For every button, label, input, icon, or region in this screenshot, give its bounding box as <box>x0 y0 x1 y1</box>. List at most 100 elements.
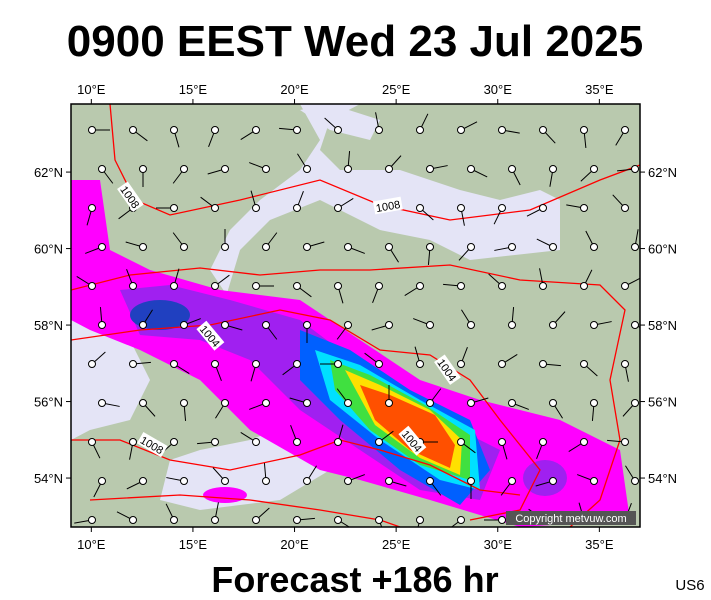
station <box>211 126 219 134</box>
station <box>385 399 393 407</box>
station <box>590 165 598 173</box>
station <box>129 516 137 524</box>
station <box>334 438 342 446</box>
station <box>129 360 137 368</box>
x-tick-label: 25°E <box>382 82 411 97</box>
station <box>221 399 229 407</box>
y-tick-label: 58°N <box>34 318 63 333</box>
station <box>426 243 434 251</box>
isobar-label-bg <box>136 431 168 458</box>
station <box>508 399 516 407</box>
station <box>375 282 383 290</box>
station <box>416 516 424 524</box>
station <box>467 477 475 485</box>
station <box>170 126 178 134</box>
station <box>344 243 352 251</box>
station <box>539 126 547 134</box>
station <box>303 399 311 407</box>
station <box>88 360 96 368</box>
station <box>508 477 516 485</box>
station <box>129 282 137 290</box>
station <box>334 516 342 524</box>
x-tick-label: 35°E <box>585 82 614 97</box>
x-tick-label: 15°E <box>179 537 208 552</box>
station <box>457 126 465 134</box>
station <box>375 438 383 446</box>
station <box>385 165 393 173</box>
station <box>631 243 639 251</box>
station <box>252 516 260 524</box>
station <box>211 282 219 290</box>
station <box>334 204 342 212</box>
station <box>631 477 639 485</box>
station <box>580 438 588 446</box>
station <box>98 477 106 485</box>
station <box>498 282 506 290</box>
isobar-label-bg <box>372 196 403 215</box>
station <box>549 477 557 485</box>
station <box>539 282 547 290</box>
station <box>211 438 219 446</box>
copyright: Copyright metvuw.com <box>515 513 626 525</box>
station <box>221 165 229 173</box>
station <box>303 165 311 173</box>
station <box>88 204 96 212</box>
station <box>631 399 639 407</box>
station <box>98 243 106 251</box>
station <box>262 243 270 251</box>
station <box>580 282 588 290</box>
station <box>457 516 465 524</box>
title: 0900 EEST Wed 23 Jul 2025 <box>67 17 643 66</box>
station <box>129 126 137 134</box>
isobar-label-bg <box>398 425 427 456</box>
isobar-label-bg <box>434 354 461 385</box>
station <box>498 126 506 134</box>
station <box>549 243 557 251</box>
station <box>385 243 393 251</box>
station <box>375 516 383 524</box>
station <box>621 438 629 446</box>
station <box>590 399 598 407</box>
station <box>293 516 301 524</box>
station <box>334 360 342 368</box>
copyright-box <box>506 511 636 525</box>
x-tick-label: 25°E <box>382 537 411 552</box>
station <box>88 126 96 134</box>
station <box>580 126 588 134</box>
station <box>303 243 311 251</box>
station <box>344 399 352 407</box>
station <box>385 477 393 485</box>
station <box>549 399 557 407</box>
station <box>88 438 96 446</box>
x-tick-label: 10°E <box>77 82 106 97</box>
station <box>508 243 516 251</box>
y-tick-label: 60°N <box>34 242 63 257</box>
station <box>344 477 352 485</box>
station <box>344 165 352 173</box>
station <box>539 204 547 212</box>
station <box>98 321 106 329</box>
station <box>457 204 465 212</box>
isobar-label-group: 1008 <box>372 196 403 215</box>
station <box>580 204 588 212</box>
station <box>180 399 188 407</box>
station <box>221 321 229 329</box>
isobar-label-bg <box>117 181 144 212</box>
station <box>293 438 301 446</box>
isobar-label: 1008 <box>375 199 401 215</box>
station <box>293 204 301 212</box>
station <box>211 204 219 212</box>
station <box>139 321 147 329</box>
station <box>262 165 270 173</box>
y-tick-label: 58°N <box>648 318 677 333</box>
station <box>631 321 639 329</box>
station <box>139 477 147 485</box>
x-tick-label: 20°E <box>280 82 309 97</box>
station <box>293 282 301 290</box>
y-tick-label: 62°N <box>34 165 63 180</box>
station <box>170 516 178 524</box>
station <box>416 126 424 134</box>
station <box>375 360 383 368</box>
station <box>621 204 629 212</box>
